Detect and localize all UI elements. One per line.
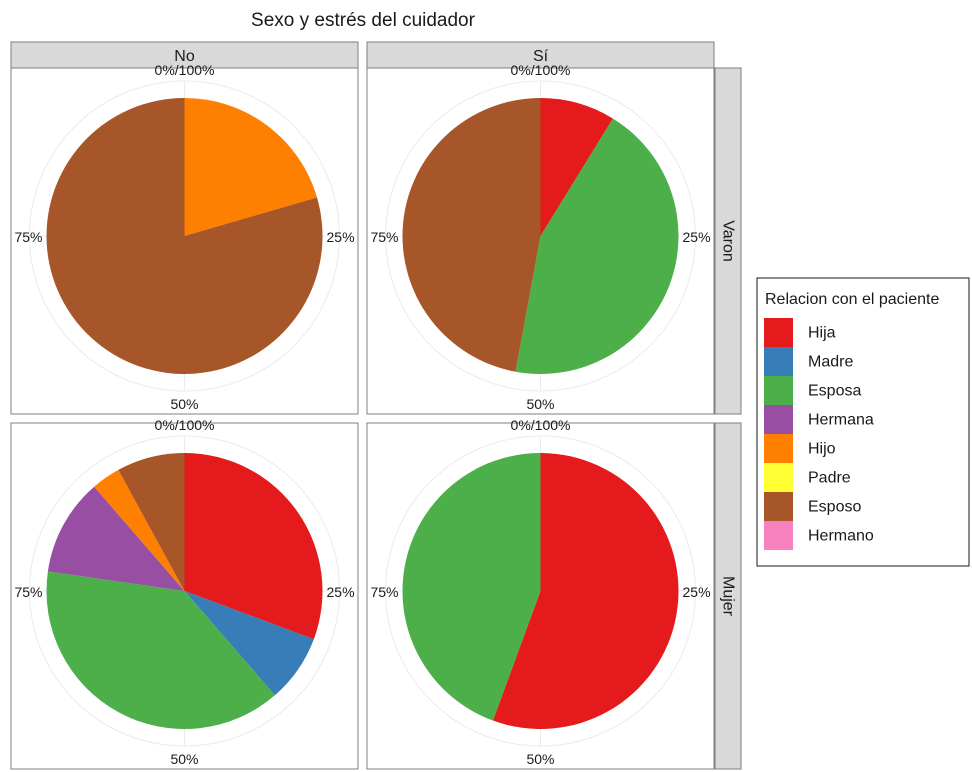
panel-varon-no: 0%/100% 25% 50% 75% bbox=[10, 62, 359, 415]
panel-varon-si-axis-label-2: 50% bbox=[526, 396, 554, 412]
strip-col-no: No bbox=[174, 48, 195, 65]
panel-mujer-no-axis-label-1: 25% bbox=[327, 584, 355, 600]
panel-mujer-no-axis-label-0: 0%/100% bbox=[155, 417, 215, 433]
panel-varon-no-axis-label-0: 0%/100% bbox=[155, 62, 215, 78]
pie-slice-madre bbox=[184, 591, 314, 696]
panel-varon-si-axis-label-3: 75% bbox=[370, 229, 398, 245]
pie-slice-hijo bbox=[94, 469, 185, 591]
strip-row-varon: Varon bbox=[720, 220, 737, 262]
panel-mujer-no: 0%/100% 25% 50% 75% bbox=[10, 417, 359, 770]
panel-mujer-si-axis-label-2: 50% bbox=[526, 751, 554, 767]
legend-label-esposa: Esposa bbox=[808, 383, 861, 400]
legend-key-hermana bbox=[764, 405, 793, 434]
legend-items: Hija Madre Esposa Hermana Hijo Padre Esposo Her… bbox=[764, 318, 874, 550]
panel-mujer-si-axis-label-3: 75% bbox=[370, 584, 398, 600]
panel-mujer-no-axis-label-2: 50% bbox=[170, 751, 198, 767]
panel-mujer-no-axis-label-3: 75% bbox=[14, 584, 42, 600]
legend-label-hijo: Hijo bbox=[808, 441, 836, 458]
legend-label-padre: Padre bbox=[808, 470, 851, 487]
pie-slice-hija bbox=[540, 98, 613, 236]
legend-label-hermano: Hermano bbox=[808, 528, 874, 545]
panel-varon-si-axis-label-1: 25% bbox=[683, 229, 711, 245]
strip-row-mujer-bg bbox=[714, 422, 742, 770]
panel-mujer-si-axis-label-1: 25% bbox=[683, 584, 711, 600]
legend-key-hijo bbox=[764, 434, 793, 463]
panel-varon-si-axis-label-0: 0%/100% bbox=[511, 62, 571, 78]
panel-mujer-si: 0%/100% 25% 50% 75% bbox=[366, 417, 715, 770]
strip-col-no-bg bbox=[10, 41, 359, 69]
legend-key-madre bbox=[764, 347, 793, 376]
panel-mujer-si-axis-label-0: 0%/100% bbox=[511, 417, 571, 433]
legend-label-hija: Hija bbox=[808, 325, 836, 342]
legend-key-hija bbox=[764, 318, 793, 347]
legend-key-esposa bbox=[764, 376, 793, 405]
pie-slice-hermana bbox=[47, 486, 185, 591]
pie-slice-esposa bbox=[402, 453, 541, 721]
legend-key-esposo bbox=[764, 492, 793, 521]
panel-varon-no-axis-label-3: 75% bbox=[14, 229, 42, 245]
pie-slice-hija bbox=[492, 453, 679, 729]
pie-slice-hija bbox=[184, 453, 323, 640]
legend: Relacion con el paciente Hija Madre Esposa… bbox=[756, 277, 970, 567]
strip-row-mujer: Mujer bbox=[720, 576, 737, 617]
pie-slice-esposo bbox=[402, 98, 541, 372]
legend-label-madre: Madre bbox=[808, 354, 853, 371]
legend-key-hermano bbox=[764, 521, 793, 550]
panel-varon-si: 0%/100% 25% 50% 75% bbox=[366, 62, 715, 415]
strip-col-si: Sí bbox=[533, 48, 549, 65]
legend-label-esposo: Esposo bbox=[808, 499, 861, 516]
pie-slice-esposa bbox=[46, 571, 275, 730]
pie-slice-hijo bbox=[184, 98, 318, 236]
pie-slice-esposo bbox=[46, 98, 323, 374]
panel-varon-no-axis-label-1: 25% bbox=[327, 229, 355, 245]
legend-title: Relacion con el paciente bbox=[765, 291, 939, 308]
panel-varon-no-axis-label-2: 50% bbox=[170, 396, 198, 412]
panels: 0%/100% 25% 50% 75% 0%/100% 25% 50% 75% 0%/100% 2… bbox=[10, 62, 715, 770]
strip-row-varon-bg bbox=[714, 67, 742, 415]
chart-title: Sexo y estrés del cuidador bbox=[251, 10, 476, 31]
legend-key-padre bbox=[764, 463, 793, 492]
pie-slice-esposa bbox=[515, 118, 679, 374]
legend-label-hermana: Hermana bbox=[808, 412, 874, 429]
pie-slice-esposo bbox=[118, 453, 185, 591]
